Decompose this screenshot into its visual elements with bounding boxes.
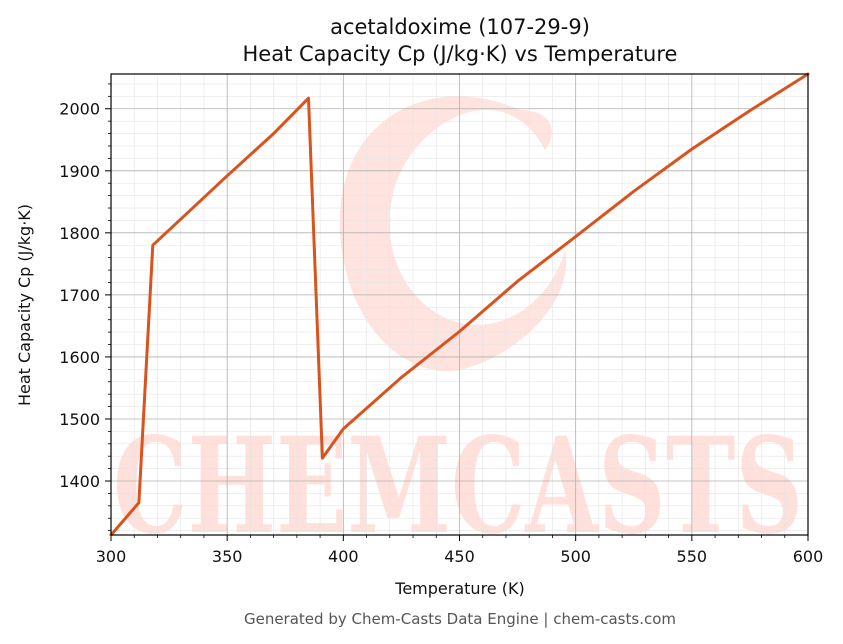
x-axis-label: Temperature (K) — [394, 579, 524, 598]
x-tick-label: 550 — [677, 547, 708, 566]
series-line-cp — [109, 72, 810, 537]
plot-frame — [110, 73, 809, 536]
y-tick-label: 2000 — [59, 100, 100, 119]
x-tick-label: 350 — [212, 547, 243, 566]
x-tick-label: 450 — [444, 547, 475, 566]
y-tick-label: 1500 — [59, 410, 100, 429]
y-tick-label: 1700 — [59, 286, 100, 305]
x-tick-label: 400 — [328, 547, 359, 566]
y-tick-label: 1900 — [59, 162, 100, 181]
ticks: 300 350 400 450 500 550 600 1400 1500 1600 1700 180… — [59, 83, 824, 566]
watermark-swirl-logo — [339, 96, 567, 372]
chart-subtitle: Heat Capacity Cp (J/kg·K) vs Temperature — [243, 42, 678, 66]
watermark-text: CHEMCASTS — [113, 409, 803, 564]
footer-credit: Generated by Chem-Casts Data Engine | ch… — [244, 610, 676, 628]
x-tick-label: 300 — [96, 547, 127, 566]
y-tick-label: 1400 — [59, 472, 100, 491]
x-tick-label: 500 — [560, 547, 591, 566]
chart-title: acetaldoxime (107-29-9) — [330, 15, 590, 39]
chemcasts-watermark: CHEMCASTS — [113, 96, 803, 564]
x-tick-label: 600 — [793, 547, 824, 566]
y-axis-label: Heat Capacity Cp (J/kg·K) — [15, 204, 34, 406]
y-tick-label: 1600 — [59, 348, 100, 367]
y-tick-label: 1800 — [59, 224, 100, 243]
series — [109, 72, 810, 537]
